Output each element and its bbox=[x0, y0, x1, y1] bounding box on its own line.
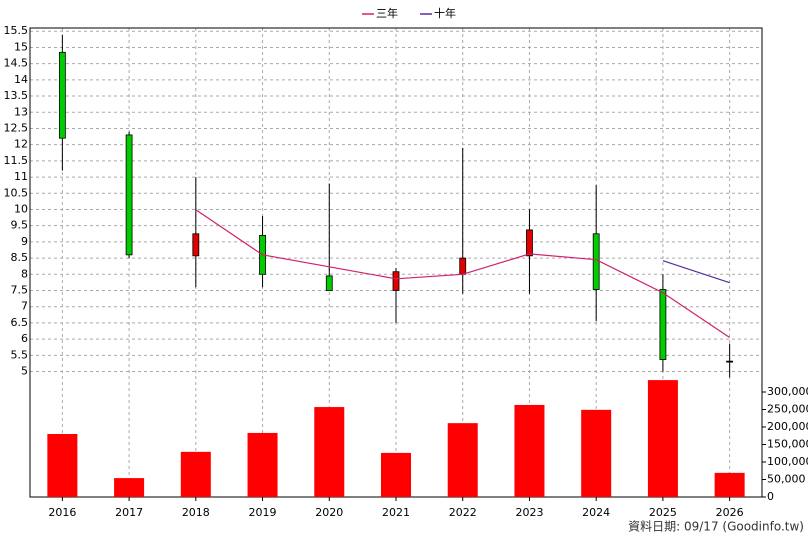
y-tick-label: 9 bbox=[21, 235, 28, 248]
volume-bar bbox=[314, 407, 345, 497]
volume-bar bbox=[447, 423, 478, 497]
candle-body bbox=[392, 271, 400, 291]
y-tick-label: 15 bbox=[14, 40, 28, 53]
x-tick-label: 2016 bbox=[48, 506, 76, 519]
y-tick-label: 10.5 bbox=[4, 186, 29, 199]
candle-body bbox=[526, 229, 533, 257]
candle-body bbox=[325, 275, 333, 291]
y-tick-label: 11 bbox=[14, 170, 28, 183]
volume-bar bbox=[247, 432, 278, 497]
y2-tick-label: 300,000 bbox=[767, 385, 808, 398]
legend-label: 十年 bbox=[434, 6, 456, 20]
x-tick-label: 2021 bbox=[382, 506, 410, 519]
y-tick-label: 13.5 bbox=[4, 89, 29, 102]
y-tick-label: 12.5 bbox=[4, 121, 29, 134]
y-tick-label: 6.5 bbox=[11, 316, 29, 329]
y2-tick-label: 250,000 bbox=[767, 403, 808, 416]
y2-tick-label: 0 bbox=[767, 490, 774, 503]
volume-bar bbox=[647, 380, 678, 497]
y-tick-label: 5.5 bbox=[11, 348, 29, 361]
y-tick-label: 15.5 bbox=[4, 24, 29, 37]
y2-tick-label: 100,000 bbox=[767, 455, 808, 468]
y-tick-label: 8 bbox=[21, 267, 28, 280]
y-tick-label: 12 bbox=[14, 138, 28, 151]
candle-body bbox=[192, 233, 200, 257]
candle-body bbox=[125, 134, 133, 256]
volume-bar bbox=[114, 478, 145, 497]
volume-bar bbox=[714, 472, 745, 497]
volume-bar bbox=[581, 409, 612, 497]
y-tick-label: 10 bbox=[14, 202, 28, 215]
x-tick-label: 2018 bbox=[182, 506, 210, 519]
y-tick-label: 14.5 bbox=[4, 57, 29, 70]
x-tick-label: 2019 bbox=[249, 506, 277, 519]
candle-body bbox=[58, 51, 66, 139]
ma-line bbox=[662, 260, 730, 284]
y-tick-label: 5 bbox=[21, 365, 28, 378]
x-tick-label: 2025 bbox=[649, 506, 677, 519]
x-tick-label: 2022 bbox=[449, 506, 477, 519]
ma-line bbox=[195, 209, 730, 338]
y-tick-label: 9.5 bbox=[11, 219, 29, 232]
y-tick-label: 13 bbox=[14, 105, 28, 118]
footer: 資料日期: 09/17 (Goodinfo.tw) bbox=[628, 520, 804, 534]
candle-body bbox=[659, 289, 667, 360]
x-tick-label: 2020 bbox=[315, 506, 343, 519]
x-tick-label: 2026 bbox=[716, 506, 744, 519]
x-tick-label: 2023 bbox=[515, 506, 543, 519]
y-tick-label: 7.5 bbox=[11, 284, 29, 297]
candle-body bbox=[459, 257, 467, 275]
y-tick-label: 6 bbox=[21, 332, 28, 345]
y-tick-label: 8.5 bbox=[11, 251, 29, 264]
y2-tick-label: 50,000 bbox=[767, 473, 806, 486]
candle-body bbox=[726, 360, 734, 363]
x-tick-label: 2024 bbox=[582, 506, 610, 519]
volume-bar bbox=[514, 404, 545, 497]
y-tick-label: 7 bbox=[21, 300, 28, 313]
volume-bar bbox=[381, 452, 411, 497]
y2-tick-label: 150,000 bbox=[767, 438, 808, 451]
legend-label: 三年 bbox=[376, 6, 398, 20]
y-tick-label: 14 bbox=[14, 73, 28, 86]
volume-bar bbox=[180, 451, 211, 497]
y-tick-label: 11.5 bbox=[4, 154, 29, 167]
volume-bar bbox=[47, 434, 78, 497]
candle-body bbox=[592, 233, 600, 290]
y2-tick-label: 200,000 bbox=[767, 420, 808, 433]
x-tick-label: 2017 bbox=[115, 506, 143, 519]
